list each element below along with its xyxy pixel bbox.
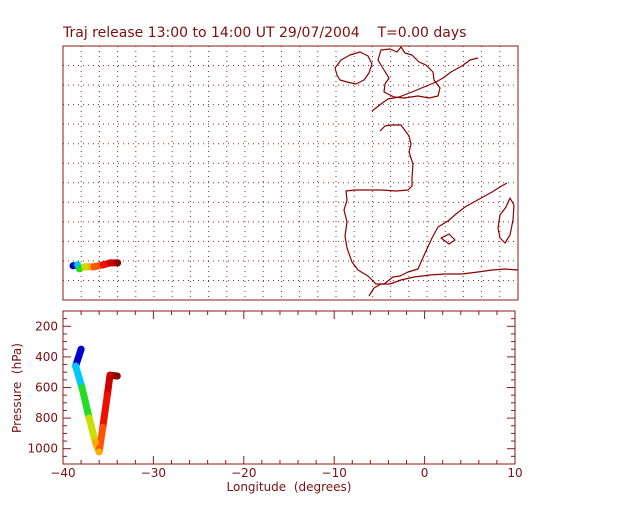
x-tick-label: −30 [141,466,166,480]
map-trajectory-point [90,263,98,271]
map-trajectory-point [75,265,83,273]
map-panel [62,45,519,301]
coast-ireland [334,51,373,85]
y-tick-label: 800 [35,411,58,425]
coast-biscay-iberia [343,124,508,285]
profile-panel: −40 −30 −20 −10 0 10 200 400 600 800 1000 Longitud… [10,310,523,494]
map-trajectory [69,259,122,273]
profile-trajectory [72,345,121,456]
profile-trajectory-segment [78,384,93,422]
profile-trajectory-point [77,345,85,353]
map-frame [62,45,519,301]
profile-frame [62,310,516,465]
map-trajectory-point [114,259,122,267]
profile-trajectory-segment [72,362,86,391]
x-tick-label: 0 [421,466,429,480]
profile-trajectory-segment [95,423,107,456]
profile-trajectory-point [95,448,103,456]
x-tick-label: −40 [50,466,75,480]
profile-trajectory-segment [99,391,111,431]
map-trajectory-point [106,259,114,267]
profile-trajectory-point [106,371,114,379]
map-gridlines [63,46,518,300]
profile-trajectory-point [78,384,86,391]
coast-balearic [440,233,456,245]
coast-great-britain [377,46,441,99]
x-tick-label: 10 [507,466,522,480]
x-tick-label: −10 [322,466,347,480]
profile-trajectory-point [85,414,93,422]
profile-axes: −40 −30 −20 −10 0 10 200 400 600 800 1000 [27,310,523,480]
profile-y-label: Pressure (hPa) [10,343,24,433]
y-tick-label: 600 [35,381,58,395]
coast-north-africa [368,268,519,297]
profile-x-label: Longitude (degrees) [227,480,352,494]
map-trajectory-point [99,261,107,269]
profile-trajectory-segment [85,414,100,447]
profile-trajectory-point [99,423,107,431]
coast-italy-sardinia [497,197,515,244]
y-tick-label: 200 [35,319,58,333]
x-tick-label: −20 [231,466,256,480]
figure-title: Traj release 13:00 to 14:00 UT 29/07/200… [62,25,466,41]
profile-trajectory-point [113,372,121,380]
coast-france-north [371,57,479,112]
y-tick-label: 1000 [27,442,58,456]
y-tick-label: 400 [35,350,58,364]
map-coastlines [334,46,519,297]
profile-trajectory-point [103,391,111,399]
profile-trajectory-point [92,439,100,447]
profile-trajectory-point [72,362,80,370]
map-trajectory-point [81,263,89,271]
